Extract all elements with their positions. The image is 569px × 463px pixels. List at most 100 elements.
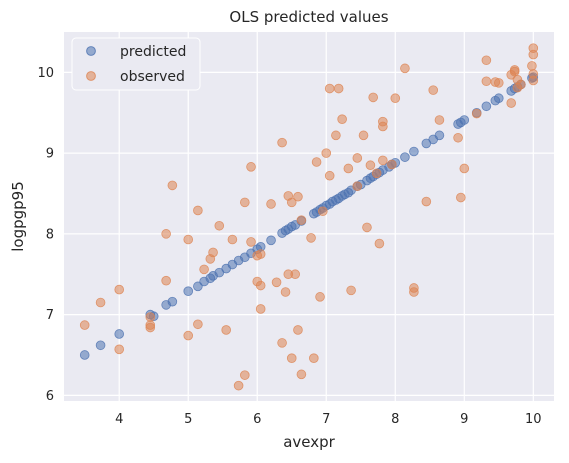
chart-title: OLS predicted values	[229, 8, 388, 26]
observed-point	[368, 92, 378, 103]
observed-point	[428, 85, 439, 95]
legend-label-observed: observed	[120, 69, 185, 85]
legend-box	[71, 37, 201, 91]
observed-point	[208, 247, 218, 258]
observed-point	[199, 264, 209, 275]
observed-point	[421, 196, 432, 207]
observed-point	[277, 137, 287, 148]
observed-point	[358, 130, 369, 141]
observed-point	[95, 297, 106, 308]
observed-point	[280, 287, 291, 297]
observed-point	[352, 181, 363, 192]
data-marks	[79, 43, 539, 391]
observed-point	[528, 49, 539, 60]
observed-point	[311, 157, 322, 167]
x-tick-label: 6	[253, 412, 261, 427]
y-tick-label: 8	[46, 227, 54, 242]
predicted-point	[409, 146, 419, 157]
observed-point	[516, 79, 526, 90]
observed-point	[246, 237, 256, 247]
y-tick-labels: 6 7 8 9 10	[37, 66, 54, 404]
observed-point	[346, 285, 356, 296]
observed-point	[293, 191, 303, 202]
legend-label-predicted: predicted	[120, 44, 186, 60]
observed-point	[233, 380, 244, 391]
observed-point	[434, 115, 445, 125]
observed-point	[227, 234, 238, 245]
observed-point	[246, 162, 256, 172]
plot-area	[64, 32, 554, 401]
observed-point	[271, 277, 282, 288]
predicted-point	[183, 286, 194, 296]
observed-point	[471, 108, 482, 119]
predicted-point	[434, 130, 445, 141]
y-axis-label: logpgp95	[9, 181, 27, 252]
observed-point	[527, 61, 537, 71]
legend: predicted observed	[71, 37, 201, 91]
observed-point	[459, 163, 470, 174]
observed-point	[362, 222, 372, 233]
predicted-point	[266, 235, 276, 246]
observed-point	[378, 121, 388, 132]
legend-marker-predicted	[86, 46, 96, 56]
y-tick-label: 10	[37, 66, 54, 81]
observed-point	[114, 284, 125, 295]
observed-point	[481, 76, 492, 87]
observed-point	[371, 168, 382, 179]
predicted-point	[400, 152, 410, 162]
predicted-point	[193, 281, 203, 292]
predicted-point	[481, 101, 492, 112]
y-tick-label: 7	[46, 308, 54, 323]
y-tick-label: 9	[46, 147, 54, 162]
observed-point	[266, 199, 276, 209]
observed-point	[161, 275, 171, 286]
observed-point	[309, 353, 319, 364]
observed-point	[387, 159, 397, 170]
observed-point	[290, 269, 300, 280]
observed-point	[306, 233, 316, 243]
observed-point	[374, 238, 385, 249]
observed-point	[481, 55, 492, 66]
observed-point	[240, 197, 250, 208]
observed-point	[145, 312, 156, 322]
predicted-point	[459, 115, 470, 125]
x-tick-labels: 4 5 6 7 8 9 10	[115, 412, 541, 427]
predicted-point	[114, 329, 125, 339]
observed-point	[221, 325, 231, 335]
observed-point	[193, 205, 203, 216]
observed-point	[343, 163, 354, 174]
predicted-point	[493, 93, 504, 104]
predicted-point	[79, 350, 90, 360]
observed-point	[337, 114, 347, 125]
observed-point	[79, 320, 90, 330]
observed-point	[255, 304, 266, 314]
observed-point	[324, 170, 335, 181]
observed-point	[183, 234, 194, 245]
observed-point	[114, 344, 125, 355]
observed-point	[161, 229, 171, 239]
observed-point	[286, 197, 297, 208]
observed-point	[333, 83, 344, 94]
x-tick-label: 9	[460, 412, 468, 427]
x-axis-label: avexpr	[283, 433, 335, 451]
observed-point	[506, 98, 517, 108]
observed-point	[255, 249, 266, 259]
observed-point	[528, 75, 539, 86]
predicted-point	[95, 340, 106, 351]
observed-point	[183, 330, 194, 341]
x-tick-label: 10	[525, 412, 542, 427]
observed-point	[240, 370, 250, 380]
observed-point	[315, 292, 325, 302]
observed-point	[324, 83, 335, 94]
observed-point	[453, 132, 463, 143]
observed-point	[378, 155, 388, 166]
observed-point	[400, 63, 410, 74]
legend-marker-observed	[86, 71, 96, 81]
observed-point	[321, 148, 332, 158]
observed-point	[296, 215, 307, 225]
observed-point	[352, 153, 363, 163]
x-tick-label: 8	[391, 412, 399, 427]
observed-point	[255, 280, 266, 291]
